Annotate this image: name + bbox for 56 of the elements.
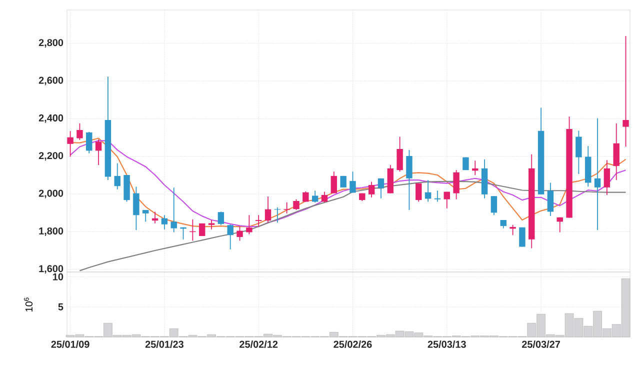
candlestick xyxy=(293,198,300,210)
candlestick xyxy=(284,202,290,214)
candlestick xyxy=(424,180,432,202)
candlestick xyxy=(208,220,215,230)
candlestick xyxy=(114,162,120,190)
candlestick xyxy=(490,196,498,216)
candlestick xyxy=(416,182,422,202)
candlestick xyxy=(86,131,92,154)
candlestick xyxy=(255,214,262,228)
y-tick-label: 10 xyxy=(53,273,64,280)
y-tick-label: 2,400 xyxy=(38,114,64,123)
candlestick xyxy=(547,182,554,217)
y-tick-label: 2,200 xyxy=(38,152,64,161)
candlestick xyxy=(378,178,384,199)
candlestick xyxy=(368,181,375,198)
candlestick xyxy=(95,138,102,166)
x-tick-label: 25/03/13 xyxy=(428,340,466,348)
candlestick xyxy=(434,190,441,202)
candlestick xyxy=(519,226,526,248)
y-tick-label: 2,800 xyxy=(38,39,64,48)
candlestick xyxy=(594,118,601,230)
candlestick xyxy=(576,130,582,175)
candlestick xyxy=(453,170,460,200)
candlestick xyxy=(142,210,149,222)
candlestick xyxy=(396,136,403,172)
candlestick xyxy=(161,214,168,230)
candlestick xyxy=(350,171,356,194)
candlestick xyxy=(218,211,224,226)
candlestick xyxy=(510,224,516,236)
candlestick xyxy=(406,149,412,210)
y-tick-label: 2,600 xyxy=(38,76,64,86)
candlestick xyxy=(246,214,252,235)
x-tick-label: 25/02/26 xyxy=(334,340,372,348)
candlestick xyxy=(330,171,338,194)
candlestick xyxy=(321,191,328,203)
candlestick xyxy=(170,187,177,233)
x-tick-label: 25/01/23 xyxy=(145,340,184,348)
y-tick-label: 2,000 xyxy=(38,190,64,198)
x-tick-label: 25/01/09 xyxy=(51,340,90,348)
candlestick xyxy=(444,191,450,209)
candlestick xyxy=(133,186,140,230)
y-tick-label: 5 xyxy=(58,303,64,310)
candlestick xyxy=(264,196,272,224)
candlestick xyxy=(613,122,620,181)
candlestick xyxy=(76,122,83,140)
y-axis-title: 10$^{6}$ xyxy=(24,298,33,312)
candlestick xyxy=(227,224,234,250)
candlestick xyxy=(312,190,318,203)
candlestick xyxy=(236,226,243,242)
y-tick-label: 1,600 xyxy=(39,265,64,274)
y-tick-label: 1,800 xyxy=(39,227,64,236)
x-tick-label: 25/02/12 xyxy=(240,340,278,348)
candlestick xyxy=(604,160,610,196)
x-tick-label: 25/03/27 xyxy=(522,340,560,348)
candlestick xyxy=(67,130,74,158)
candlestick xyxy=(622,36,629,148)
